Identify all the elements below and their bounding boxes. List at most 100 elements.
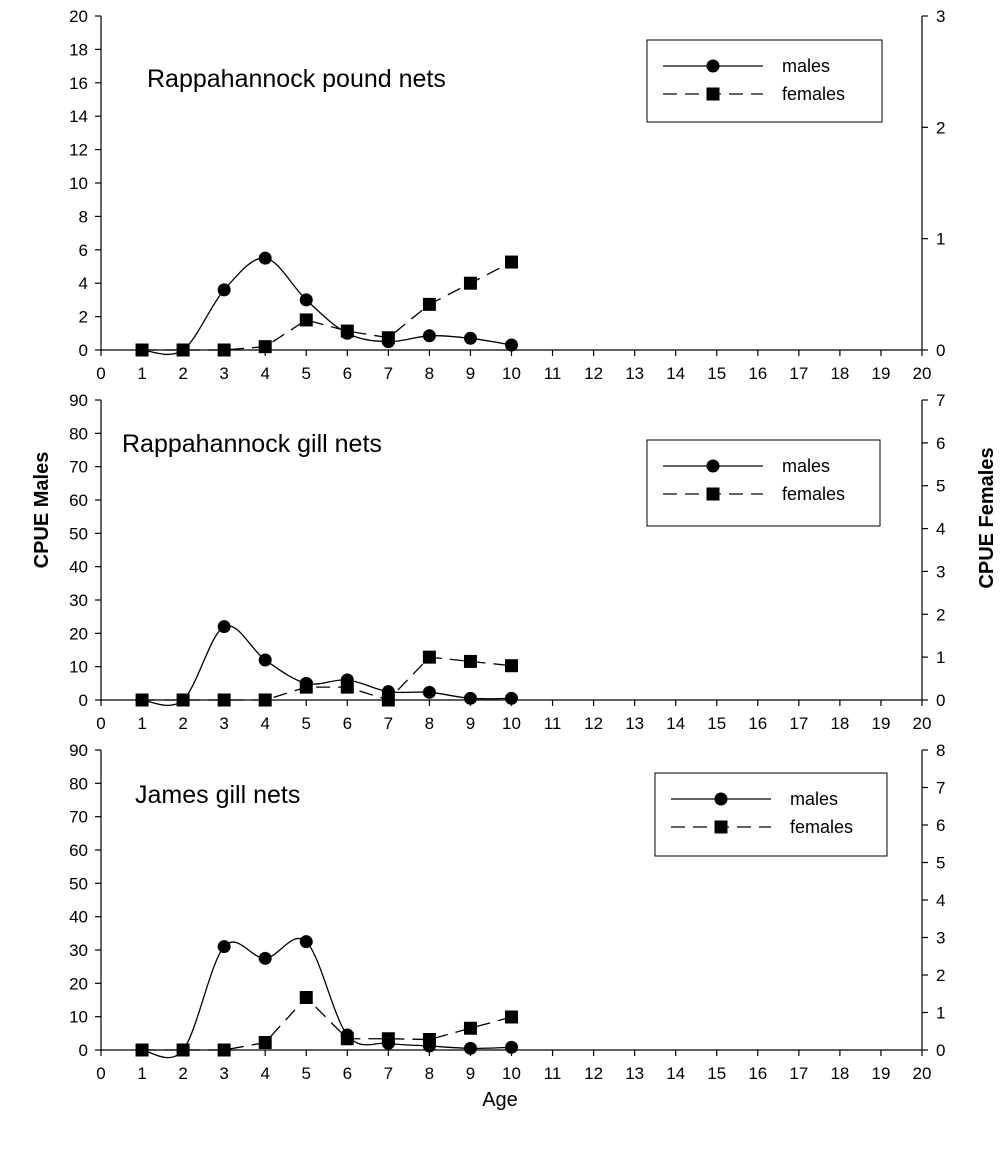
x-tick-label: 4	[260, 1064, 269, 1083]
legend-marker-males	[706, 459, 720, 473]
x-tick-label: 0	[96, 1064, 105, 1083]
legend-label-females: females	[782, 484, 845, 504]
y-tick-label-left: 90	[69, 391, 88, 410]
data-point-males	[299, 293, 313, 307]
x-tick-label: 7	[384, 364, 393, 383]
series-line-females	[142, 656, 512, 701]
data-point-males	[217, 283, 231, 297]
x-tick-label: 8	[425, 714, 434, 733]
y-tick-label-right: 1	[936, 230, 945, 249]
x-tick-label: 7	[384, 1064, 393, 1083]
x-tick-label: 2	[178, 714, 187, 733]
x-tick-label: 20	[913, 714, 932, 733]
y-tick-label-left: 80	[69, 424, 88, 443]
x-tick-label: 12	[584, 714, 603, 733]
x-tick-label: 1	[137, 714, 146, 733]
data-point-females	[217, 1043, 231, 1057]
x-tick-label: 10	[502, 1064, 521, 1083]
panel-title: Rappahannock pound nets	[147, 65, 446, 93]
y-tick-label-right: 0	[936, 341, 945, 360]
legend: males females	[654, 772, 888, 857]
data-point-males	[422, 685, 436, 699]
x-tick-label: 20	[913, 1064, 932, 1083]
legend-label-males: males	[782, 456, 830, 476]
data-point-males	[463, 691, 477, 705]
data-point-males	[505, 1040, 518, 1054]
y-tick-label-left: 70	[69, 808, 88, 827]
y-tick-label-left: 90	[69, 741, 88, 760]
data-point-females	[505, 1010, 518, 1024]
y-tick-label-left: 10	[69, 174, 88, 193]
data-point-males	[217, 620, 231, 634]
legend-marker-males	[706, 59, 720, 73]
legend: males females	[646, 39, 883, 123]
y-tick-label-left: 0	[79, 691, 88, 710]
legend-label-males: males	[790, 789, 838, 809]
y-tick-label-left: 10	[69, 658, 88, 677]
y-tick-label-left: 10	[69, 1008, 88, 1027]
legend: males females	[646, 439, 881, 527]
x-tick-label: 6	[343, 714, 352, 733]
y-tick-label-right: 3	[936, 562, 945, 581]
series-line-males	[141, 625, 512, 707]
data-point-females	[340, 680, 354, 694]
x-tick-label: 14	[666, 1064, 685, 1083]
data-point-females	[463, 1021, 477, 1035]
y-tick-label-left: 20	[69, 974, 88, 993]
y-tick-label-left: 8	[79, 207, 88, 226]
legend-marker-females	[714, 820, 728, 834]
y-tick-label-right: 0	[936, 691, 945, 710]
legend-label-females: females	[782, 84, 845, 104]
y-tick-label-left: 80	[69, 774, 88, 793]
x-tick-label: 11	[544, 714, 562, 733]
y-tick-label-left: 30	[69, 941, 88, 960]
y-tick-label-left: 60	[69, 491, 88, 510]
x-tick-label: 9	[466, 1064, 475, 1083]
data-point-females	[505, 659, 518, 673]
legend-box	[646, 439, 881, 527]
y-tick-label-right: 4	[936, 520, 945, 539]
data-point-females	[505, 255, 518, 269]
y-tick-label-left: 0	[79, 1041, 88, 1060]
data-point-males	[463, 1041, 477, 1055]
panel-title: James gill nets	[135, 781, 300, 809]
x-tick-label: 8	[425, 1064, 434, 1083]
data-point-males	[258, 251, 272, 265]
y-right-title: CPUE Females	[976, 447, 998, 588]
x-tick-label: 9	[466, 364, 475, 383]
y-tick-label-right: 6	[936, 434, 945, 453]
y-tick-label-right: 8	[936, 741, 945, 760]
x-tick-label: 0	[96, 714, 105, 733]
x-tick-label: 1	[137, 364, 146, 383]
y-tick-label-right: 2	[936, 118, 945, 137]
x-tick-label: 12	[584, 1064, 603, 1083]
data-point-males	[505, 338, 518, 352]
x-tick-label: 4	[260, 364, 269, 383]
y-tick-label-right: 6	[936, 816, 945, 835]
data-point-females	[381, 331, 395, 345]
x-tick-label: 20	[913, 364, 932, 383]
data-point-females	[176, 1043, 190, 1057]
x-tick-label: 18	[830, 364, 849, 383]
data-point-males	[217, 940, 231, 954]
legend-box	[654, 772, 888, 857]
data-point-females	[176, 693, 190, 707]
data-point-females	[463, 654, 477, 668]
data-point-females	[217, 693, 231, 707]
x-tick-label: 17	[789, 1064, 808, 1083]
data-point-males	[422, 329, 436, 343]
y-tick-label-left: 30	[69, 591, 88, 610]
data-point-females	[299, 680, 313, 694]
legend-label-females: females	[790, 817, 853, 837]
y-tick-label-right: 5	[936, 477, 945, 496]
data-point-females	[135, 1043, 149, 1057]
data-point-males	[299, 935, 313, 949]
x-tick-label: 8	[425, 364, 434, 383]
y-tick-label-right: 3	[936, 929, 945, 948]
y-tick-label-right: 1	[936, 648, 945, 667]
data-point-females	[422, 650, 436, 664]
